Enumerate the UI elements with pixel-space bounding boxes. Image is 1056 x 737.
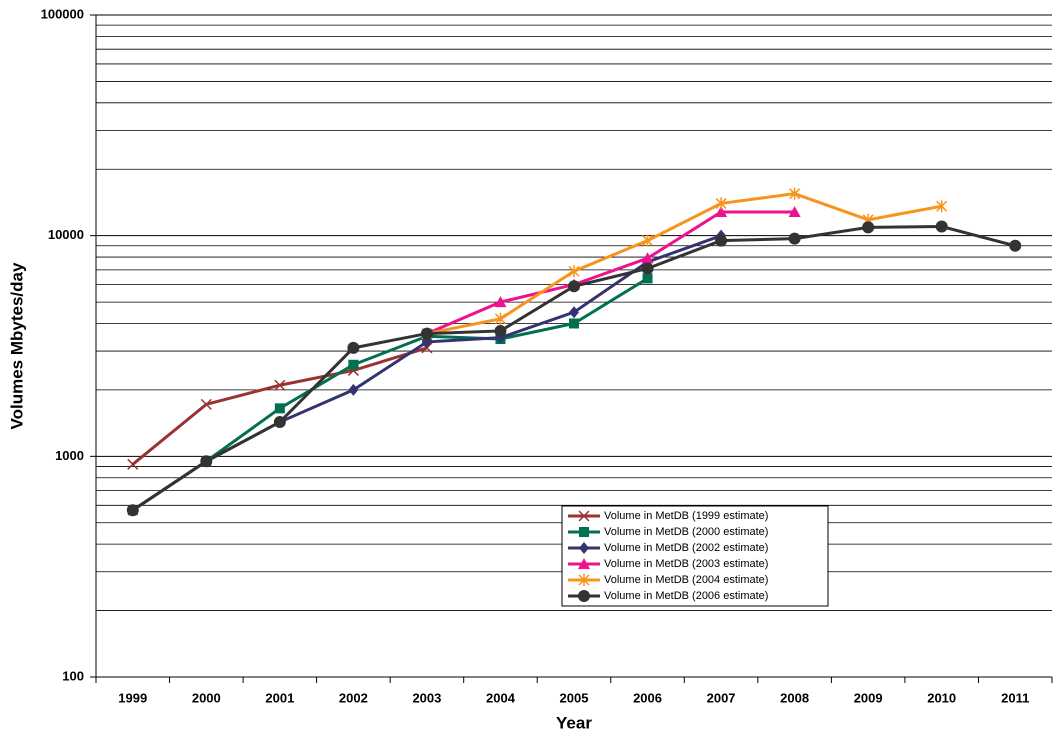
x-tick-label: 2005 (560, 690, 589, 705)
marker (126, 504, 139, 517)
marker (936, 200, 948, 213)
marker (642, 273, 653, 284)
marker (420, 327, 433, 340)
x-tick-label: 2000 (192, 690, 221, 705)
marker (641, 252, 654, 264)
marker (274, 403, 285, 414)
x-tick-label: 2010 (927, 690, 956, 705)
legend-marker (578, 590, 590, 602)
marker (568, 280, 580, 293)
x-tick-label: 2009 (854, 690, 883, 705)
marker (494, 296, 507, 308)
x-tick-label: 2001 (265, 690, 294, 705)
legend-marker (578, 510, 590, 522)
x-tick-label: 2003 (412, 690, 441, 705)
y-axis-title: Volumes Mbytes/day (7, 262, 26, 429)
marker (200, 398, 212, 410)
y-tick-label: 10000 (48, 227, 84, 242)
marker (789, 187, 801, 200)
series-line (131, 277, 649, 512)
series-line (426, 192, 942, 336)
legend-label: Volume in MetDB (1999 estimate) (604, 510, 768, 522)
legend-label: Volume in MetDB (2006 estimate) (604, 590, 768, 602)
marker (788, 232, 801, 245)
marker (273, 416, 286, 429)
marker (494, 312, 506, 325)
marker (1009, 239, 1022, 252)
marker (935, 220, 948, 233)
marker (200, 455, 213, 468)
marker (569, 318, 579, 329)
marker (568, 265, 580, 278)
x-tick-label: 1999 (118, 690, 147, 705)
y-tick-label: 100 (62, 668, 84, 683)
x-tick-label: 2008 (780, 690, 809, 705)
legend: Volume in MetDB (1999 estimate) Volume in… (561, 505, 829, 607)
marker (127, 458, 139, 470)
legend-marker (579, 527, 589, 537)
marker (347, 341, 360, 354)
legend-marker (579, 542, 589, 554)
legend-marker (578, 558, 590, 569)
series-line (426, 210, 795, 335)
x-axis-title: Year (556, 713, 592, 732)
legend-label: Volume in MetDB (2002 estimate) (604, 542, 768, 554)
marker (274, 379, 286, 391)
x-tick-label: 2004 (486, 690, 516, 705)
marker (641, 262, 654, 275)
legend-label: Volume in MetDB (2003 estimate) (604, 558, 768, 570)
marker (578, 510, 590, 522)
legend-label: Volume in MetDB (2004 estimate) (604, 574, 768, 586)
series-line (131, 234, 722, 512)
y-tick-label: 1000 (55, 448, 84, 463)
marker (715, 206, 728, 218)
legend-marker (578, 574, 590, 586)
legend-label: Volume in MetDB (2000 estimate) (604, 526, 768, 538)
marker (579, 527, 589, 537)
x-tick-label: 2007 (707, 690, 736, 705)
x-tick-label: 2006 (633, 690, 662, 705)
x-tick-label: 2011 (1001, 690, 1029, 705)
marker (494, 324, 507, 337)
marker (788, 206, 801, 218)
marker (578, 590, 590, 602)
marker (578, 558, 590, 569)
marker (715, 197, 727, 210)
marker (715, 234, 728, 247)
marker (348, 383, 359, 396)
marker (348, 359, 359, 370)
marker (579, 542, 589, 554)
y-tick-label: 100000 (41, 6, 84, 21)
x-tick-label: 2002 (339, 690, 368, 705)
marker (862, 221, 875, 234)
marker (578, 574, 590, 586)
marker (642, 234, 654, 247)
legend-box (561, 505, 829, 607)
marker (569, 306, 579, 319)
